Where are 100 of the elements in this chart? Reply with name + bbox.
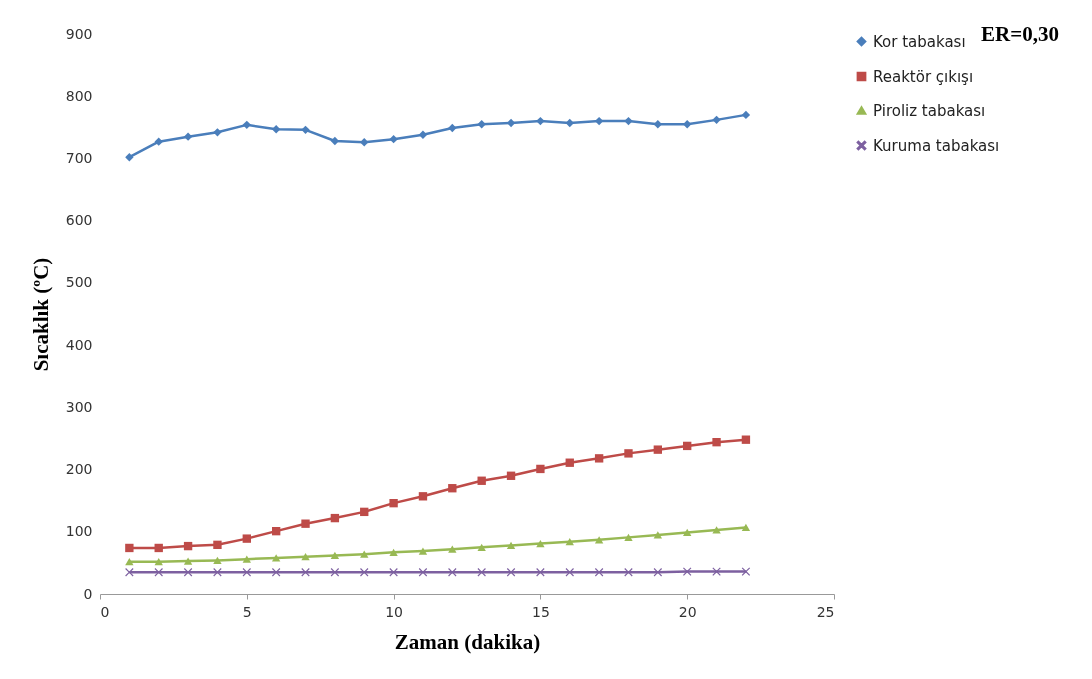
point [624,449,633,458]
x-tick-label: 0 [100,603,110,620]
point [418,130,428,139]
point [506,471,516,480]
y-tick-label: 100 [65,523,93,540]
point [741,110,751,120]
x-tick-label: 20 [678,603,697,620]
point [213,568,222,577]
point [448,484,457,493]
y-tick-label: 300 [65,398,93,415]
point [125,153,134,162]
point [506,568,516,577]
point [154,558,163,566]
x-tick-label: 5 [242,603,252,620]
point [448,545,457,553]
point [360,568,369,577]
point [536,539,545,548]
point [477,543,486,551]
point [653,445,663,454]
point [271,125,281,134]
point [271,526,281,536]
point [683,567,692,576]
point [448,123,457,133]
point [741,435,751,444]
point [360,507,369,517]
text: ER=0,30 [981,22,1059,46]
point [565,568,574,577]
point [360,138,369,147]
point [242,534,251,543]
y-tick-label: 700 [65,149,93,166]
point [183,541,193,551]
point [594,536,604,544]
point [624,116,633,126]
point [741,523,751,532]
y-tick-label: 0 [83,585,93,602]
legend-label: Piroliz tabakası [873,101,986,120]
y-tick-label: 800 [65,87,93,104]
point [624,568,633,577]
point [653,531,663,539]
point [565,538,574,546]
point [330,568,340,577]
point [154,137,163,146]
point [477,120,486,129]
point [242,120,251,130]
point [477,476,486,485]
point [213,128,222,137]
point [418,492,428,501]
point [301,519,310,528]
y-tick-label: 400 [65,336,93,353]
legend-label: Reaktör çıkışı [873,67,974,86]
x-axis-title: Zaman (dakika) [394,629,541,654]
x-tick-label: 25 [816,603,835,620]
point [389,498,398,508]
point [712,526,721,534]
y-tick-label: 600 [65,212,93,229]
legend-label: Kuruma tabakası [873,136,1000,155]
point [242,555,251,563]
y-axis-title: Sıcaklık (ºC) [28,257,53,372]
point [183,568,193,577]
point [271,554,281,562]
point [565,458,574,467]
point [242,568,251,577]
point [360,550,369,558]
point [125,558,134,566]
point [536,568,545,577]
point [418,547,428,555]
point [712,437,721,447]
point [683,441,692,451]
point [624,533,633,541]
point [536,464,545,474]
point [330,513,340,523]
point [213,556,222,565]
point [683,528,692,537]
point [594,454,604,463]
point [301,568,310,577]
point [683,120,692,129]
point [712,115,721,125]
point [389,548,398,556]
point [565,118,574,128]
point [389,134,398,144]
point [506,541,516,550]
point [183,132,193,141]
point [183,557,193,565]
point [741,567,751,576]
point [418,568,428,577]
point [653,568,663,577]
point [389,568,398,577]
point [536,116,545,126]
x-tick-label: 15 [531,603,550,620]
y-tick-label: 900 [65,25,93,42]
point [125,543,134,553]
point [213,540,222,550]
point [330,551,340,560]
legend-label: Kor tabakası [873,32,966,51]
point [301,125,310,135]
point [301,553,310,561]
point [154,568,163,577]
x-tick-label: 10 [385,603,404,620]
point [594,568,604,577]
point [271,568,281,577]
